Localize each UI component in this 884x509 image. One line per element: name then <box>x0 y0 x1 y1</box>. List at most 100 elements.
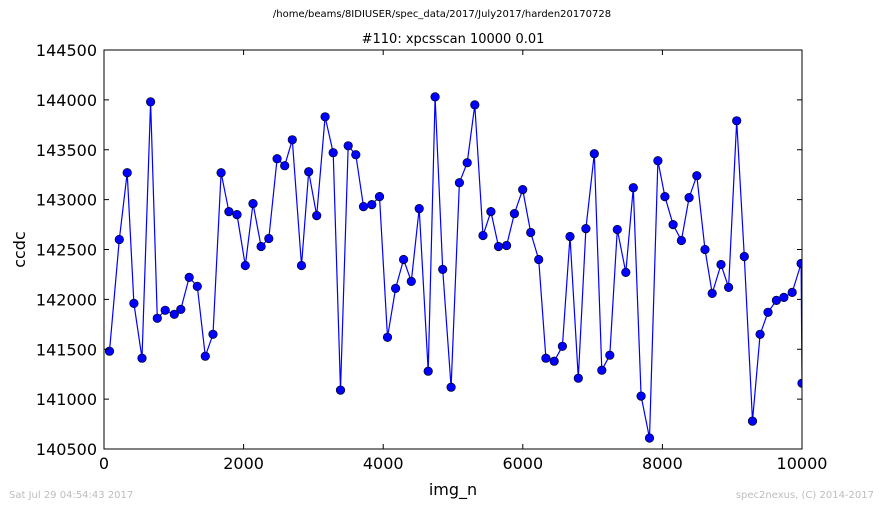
data-point <box>565 231 575 242</box>
data-point <box>208 329 218 339</box>
data-point <box>628 183 638 193</box>
data-point <box>716 259 726 270</box>
series-layer <box>104 92 802 443</box>
data-point <box>723 282 734 293</box>
data-point <box>732 116 742 126</box>
chart-title: #110: xpcsscan 10000 0.01 <box>362 32 545 47</box>
data-point <box>739 251 749 262</box>
data-point <box>676 235 687 246</box>
data-point <box>176 304 186 315</box>
data-point <box>486 207 496 217</box>
data-point <box>335 385 346 395</box>
data-point <box>779 292 789 303</box>
x-tick-label: 8000 <box>642 454 683 473</box>
y-tick-label: 143500 <box>36 141 97 160</box>
series-line <box>108 96 802 439</box>
data-point <box>200 351 210 361</box>
data-point <box>518 185 528 195</box>
data-point <box>414 204 424 214</box>
y-tick-label: 141000 <box>36 390 97 409</box>
y-tick-label: 140500 <box>36 440 97 459</box>
data-point <box>152 313 162 323</box>
data-point <box>216 168 226 178</box>
y-tick-label: 141500 <box>36 340 97 359</box>
y-tick-label: 142500 <box>36 241 97 260</box>
data-point <box>509 209 520 219</box>
x-tick-label: 10000 <box>777 454 828 473</box>
data-point <box>446 382 456 392</box>
data-point <box>430 92 440 102</box>
data-point <box>328 148 338 158</box>
data-point <box>280 161 290 171</box>
data-point <box>700 244 710 255</box>
data-point <box>526 227 536 238</box>
data-point <box>169 309 179 319</box>
x-tick-label: 4000 <box>363 454 404 473</box>
data-point <box>644 433 655 443</box>
data-point <box>621 267 631 278</box>
data-point <box>573 373 583 383</box>
data-point <box>192 281 202 292</box>
data-point <box>747 416 758 426</box>
data-point <box>557 341 568 351</box>
data-point <box>581 224 591 234</box>
y-axis-ticks: 140500 141000 141500 142000 142500 143000 1435… <box>36 41 802 459</box>
data-point <box>478 230 488 241</box>
data-point <box>493 241 504 252</box>
data-point <box>320 112 330 122</box>
y-tick-label: 144500 <box>36 41 97 60</box>
data-point <box>304 167 314 177</box>
x-tick-label: 0 <box>99 454 109 473</box>
data-point <box>399 254 409 265</box>
data-point <box>589 149 599 159</box>
x-tick-label: 2000 <box>223 454 264 473</box>
data-point <box>438 264 448 275</box>
data-point <box>668 220 678 230</box>
data-point <box>692 171 702 181</box>
data-point <box>146 97 156 107</box>
data-point <box>787 287 797 298</box>
data-point <box>114 234 124 245</box>
data-point <box>137 353 147 363</box>
data-point <box>296 260 307 271</box>
y-tick-label: 143000 <box>36 191 97 210</box>
footer-timestamp: Sat Jul 29 04:54:43 2017 <box>9 490 134 501</box>
data-point <box>605 350 615 360</box>
data-point <box>653 156 663 166</box>
data-point <box>454 178 465 188</box>
data-point <box>122 168 132 178</box>
data-point <box>797 378 802 388</box>
figure-suptitle: /home/beams/8IDIUSER/spec_data/2017/July… <box>272 9 612 20</box>
data-point <box>358 202 369 212</box>
data-point <box>224 207 234 217</box>
data-point <box>502 240 512 251</box>
data-point <box>367 200 377 210</box>
data-point <box>763 307 773 317</box>
data-point <box>312 211 322 221</box>
x-axis-label: img_n <box>429 480 477 500</box>
data-point <box>351 150 361 160</box>
data-point <box>343 141 353 151</box>
data-point <box>264 233 274 244</box>
data-point <box>391 283 401 294</box>
y-tick-label: 144000 <box>36 91 97 110</box>
data-point <box>272 154 282 164</box>
footer-credit: spec2nexus, (C) 2014-2017 <box>735 490 874 501</box>
data-point <box>462 158 472 168</box>
data-point <box>684 193 694 203</box>
data-point <box>104 346 115 356</box>
data-point <box>232 210 242 220</box>
data-point <box>287 135 297 145</box>
data-point <box>470 100 480 110</box>
data-point <box>184 272 194 283</box>
y-tick-label: 142000 <box>36 290 97 309</box>
data-point <box>129 298 139 309</box>
data-point <box>423 366 433 376</box>
data-point <box>406 276 416 287</box>
data-point <box>541 353 551 363</box>
data-point <box>248 199 258 209</box>
data-point <box>256 241 266 252</box>
data-point <box>707 288 717 299</box>
data-point <box>374 192 385 202</box>
